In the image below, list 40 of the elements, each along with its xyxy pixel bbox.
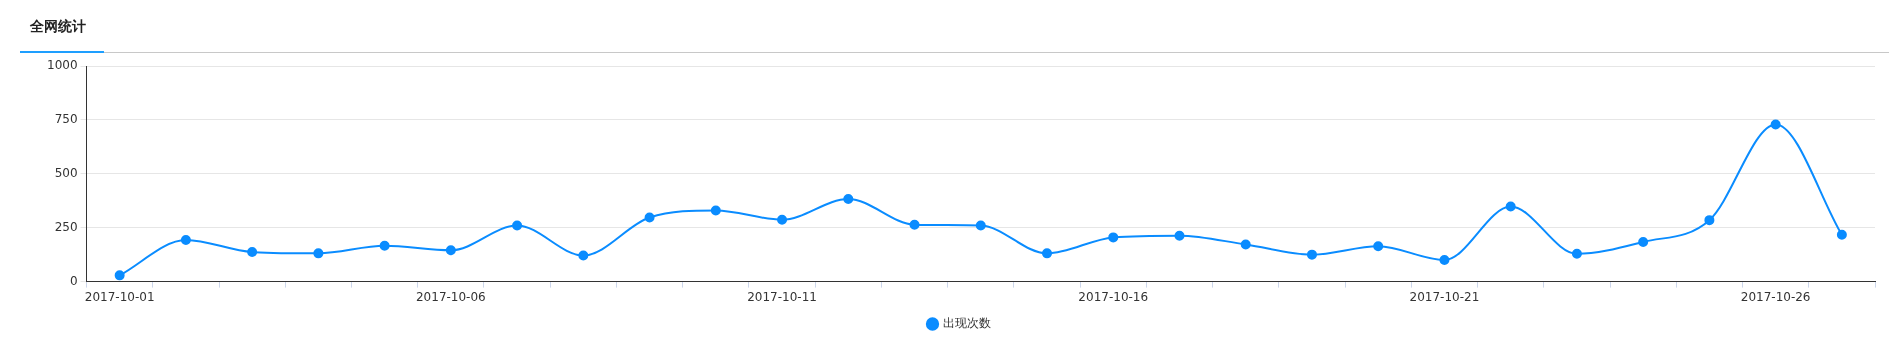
point: [1638, 236, 1649, 247]
x-tick-label: 2017-10-16: [1078, 289, 1149, 304]
legend-label: 出现次数: [942, 316, 991, 331]
x-tick-label: 2017-10-01: [84, 289, 155, 304]
y-tick-label: 0: [69, 273, 78, 288]
point: [247, 247, 258, 258]
point: [578, 250, 589, 261]
point: [975, 220, 986, 231]
chart-title: 全网统计: [30, 18, 86, 36]
point: [1571, 248, 1582, 259]
point: [1704, 215, 1715, 226]
point: [1439, 255, 1450, 266]
point: [777, 214, 788, 225]
point: [512, 220, 523, 231]
point: [180, 234, 191, 245]
point: [843, 194, 854, 205]
point: [644, 212, 655, 223]
point: [114, 270, 125, 281]
point: [445, 245, 456, 256]
point: [1042, 248, 1053, 259]
x-tick-label: 2017-10-21: [1409, 289, 1480, 304]
point: [909, 219, 920, 230]
point: [710, 205, 721, 216]
x-tick-label: 2017-10-06: [415, 289, 486, 304]
x-tick-label: 2017-10-26: [1740, 289, 1811, 304]
point: [1770, 119, 1781, 130]
y-tick-label: 750: [54, 112, 78, 127]
point: [313, 248, 324, 259]
point: [1373, 241, 1384, 252]
y-tick-label: 1000: [46, 58, 78, 73]
point: [1306, 249, 1317, 260]
point: [1505, 201, 1516, 212]
point: [1240, 239, 1251, 250]
x-tick-label: 2017-10-11: [747, 289, 817, 304]
y-tick-label: 500: [54, 165, 78, 180]
point: [1174, 230, 1185, 241]
point: [1108, 232, 1119, 243]
point: [1836, 229, 1847, 240]
y-tick-label: 250: [54, 219, 78, 234]
point: [379, 240, 390, 251]
